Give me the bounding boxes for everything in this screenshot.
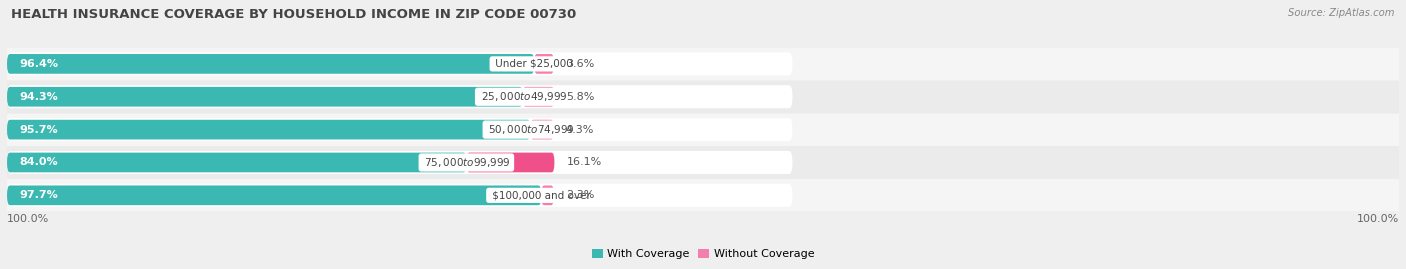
Text: Source: ZipAtlas.com: Source: ZipAtlas.com [1288,8,1395,18]
Text: 2.3%: 2.3% [565,190,595,200]
FancyBboxPatch shape [541,186,554,205]
Text: 4.3%: 4.3% [565,125,595,134]
FancyBboxPatch shape [7,81,1399,113]
FancyBboxPatch shape [7,179,1399,211]
Text: 94.3%: 94.3% [18,92,58,102]
Text: $100,000 and over: $100,000 and over [489,190,593,200]
Text: 95.7%: 95.7% [18,125,58,134]
FancyBboxPatch shape [7,186,541,205]
FancyBboxPatch shape [7,85,793,108]
Text: 16.1%: 16.1% [567,157,602,168]
FancyBboxPatch shape [7,48,1399,80]
Text: Under $25,000: Under $25,000 [492,59,576,69]
FancyBboxPatch shape [534,54,554,74]
FancyBboxPatch shape [7,146,1399,179]
FancyBboxPatch shape [7,120,530,139]
Text: 5.8%: 5.8% [567,92,595,102]
FancyBboxPatch shape [7,114,1399,146]
FancyBboxPatch shape [530,120,554,139]
Text: 100.0%: 100.0% [1357,214,1399,224]
Text: $50,000 to $74,999: $50,000 to $74,999 [485,123,575,136]
FancyBboxPatch shape [7,87,523,107]
Text: 3.6%: 3.6% [565,59,595,69]
FancyBboxPatch shape [7,184,793,207]
Text: $75,000 to $99,999: $75,000 to $99,999 [422,156,512,169]
FancyBboxPatch shape [7,54,534,74]
FancyBboxPatch shape [7,52,793,75]
Text: $25,000 to $49,999: $25,000 to $49,999 [478,90,568,103]
Text: HEALTH INSURANCE COVERAGE BY HOUSEHOLD INCOME IN ZIP CODE 00730: HEALTH INSURANCE COVERAGE BY HOUSEHOLD I… [11,8,576,21]
FancyBboxPatch shape [523,87,554,107]
Text: 100.0%: 100.0% [7,214,49,224]
Text: 97.7%: 97.7% [18,190,58,200]
FancyBboxPatch shape [7,151,793,174]
FancyBboxPatch shape [7,153,467,172]
FancyBboxPatch shape [7,118,793,141]
Legend: With Coverage, Without Coverage: With Coverage, Without Coverage [592,249,814,259]
FancyBboxPatch shape [467,153,554,172]
Text: 96.4%: 96.4% [18,59,58,69]
Text: 84.0%: 84.0% [18,157,58,168]
